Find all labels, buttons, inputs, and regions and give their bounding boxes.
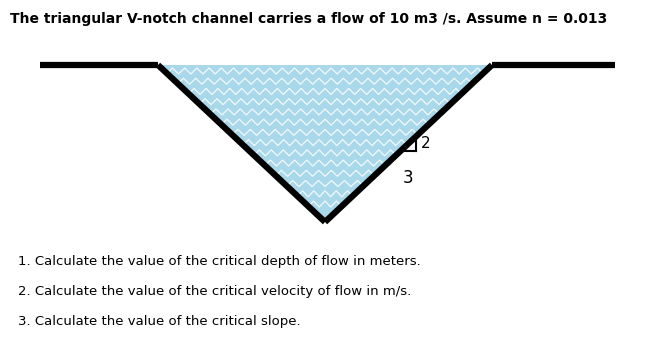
- Text: 3. Calculate the value of the critical slope.: 3. Calculate the value of the critical s…: [18, 315, 301, 328]
- Polygon shape: [158, 65, 492, 222]
- Text: 1. Calculate the value of the critical depth of flow in meters.: 1. Calculate the value of the critical d…: [18, 255, 421, 268]
- Text: The triangular V-notch channel carries a flow of 10 m3 /s. Assume n = 0.013: The triangular V-notch channel carries a…: [10, 12, 607, 26]
- Text: 2. Calculate the value of the critical velocity of flow in m/s.: 2. Calculate the value of the critical v…: [18, 285, 412, 298]
- Text: 3: 3: [403, 169, 414, 187]
- Text: 2: 2: [421, 136, 431, 151]
